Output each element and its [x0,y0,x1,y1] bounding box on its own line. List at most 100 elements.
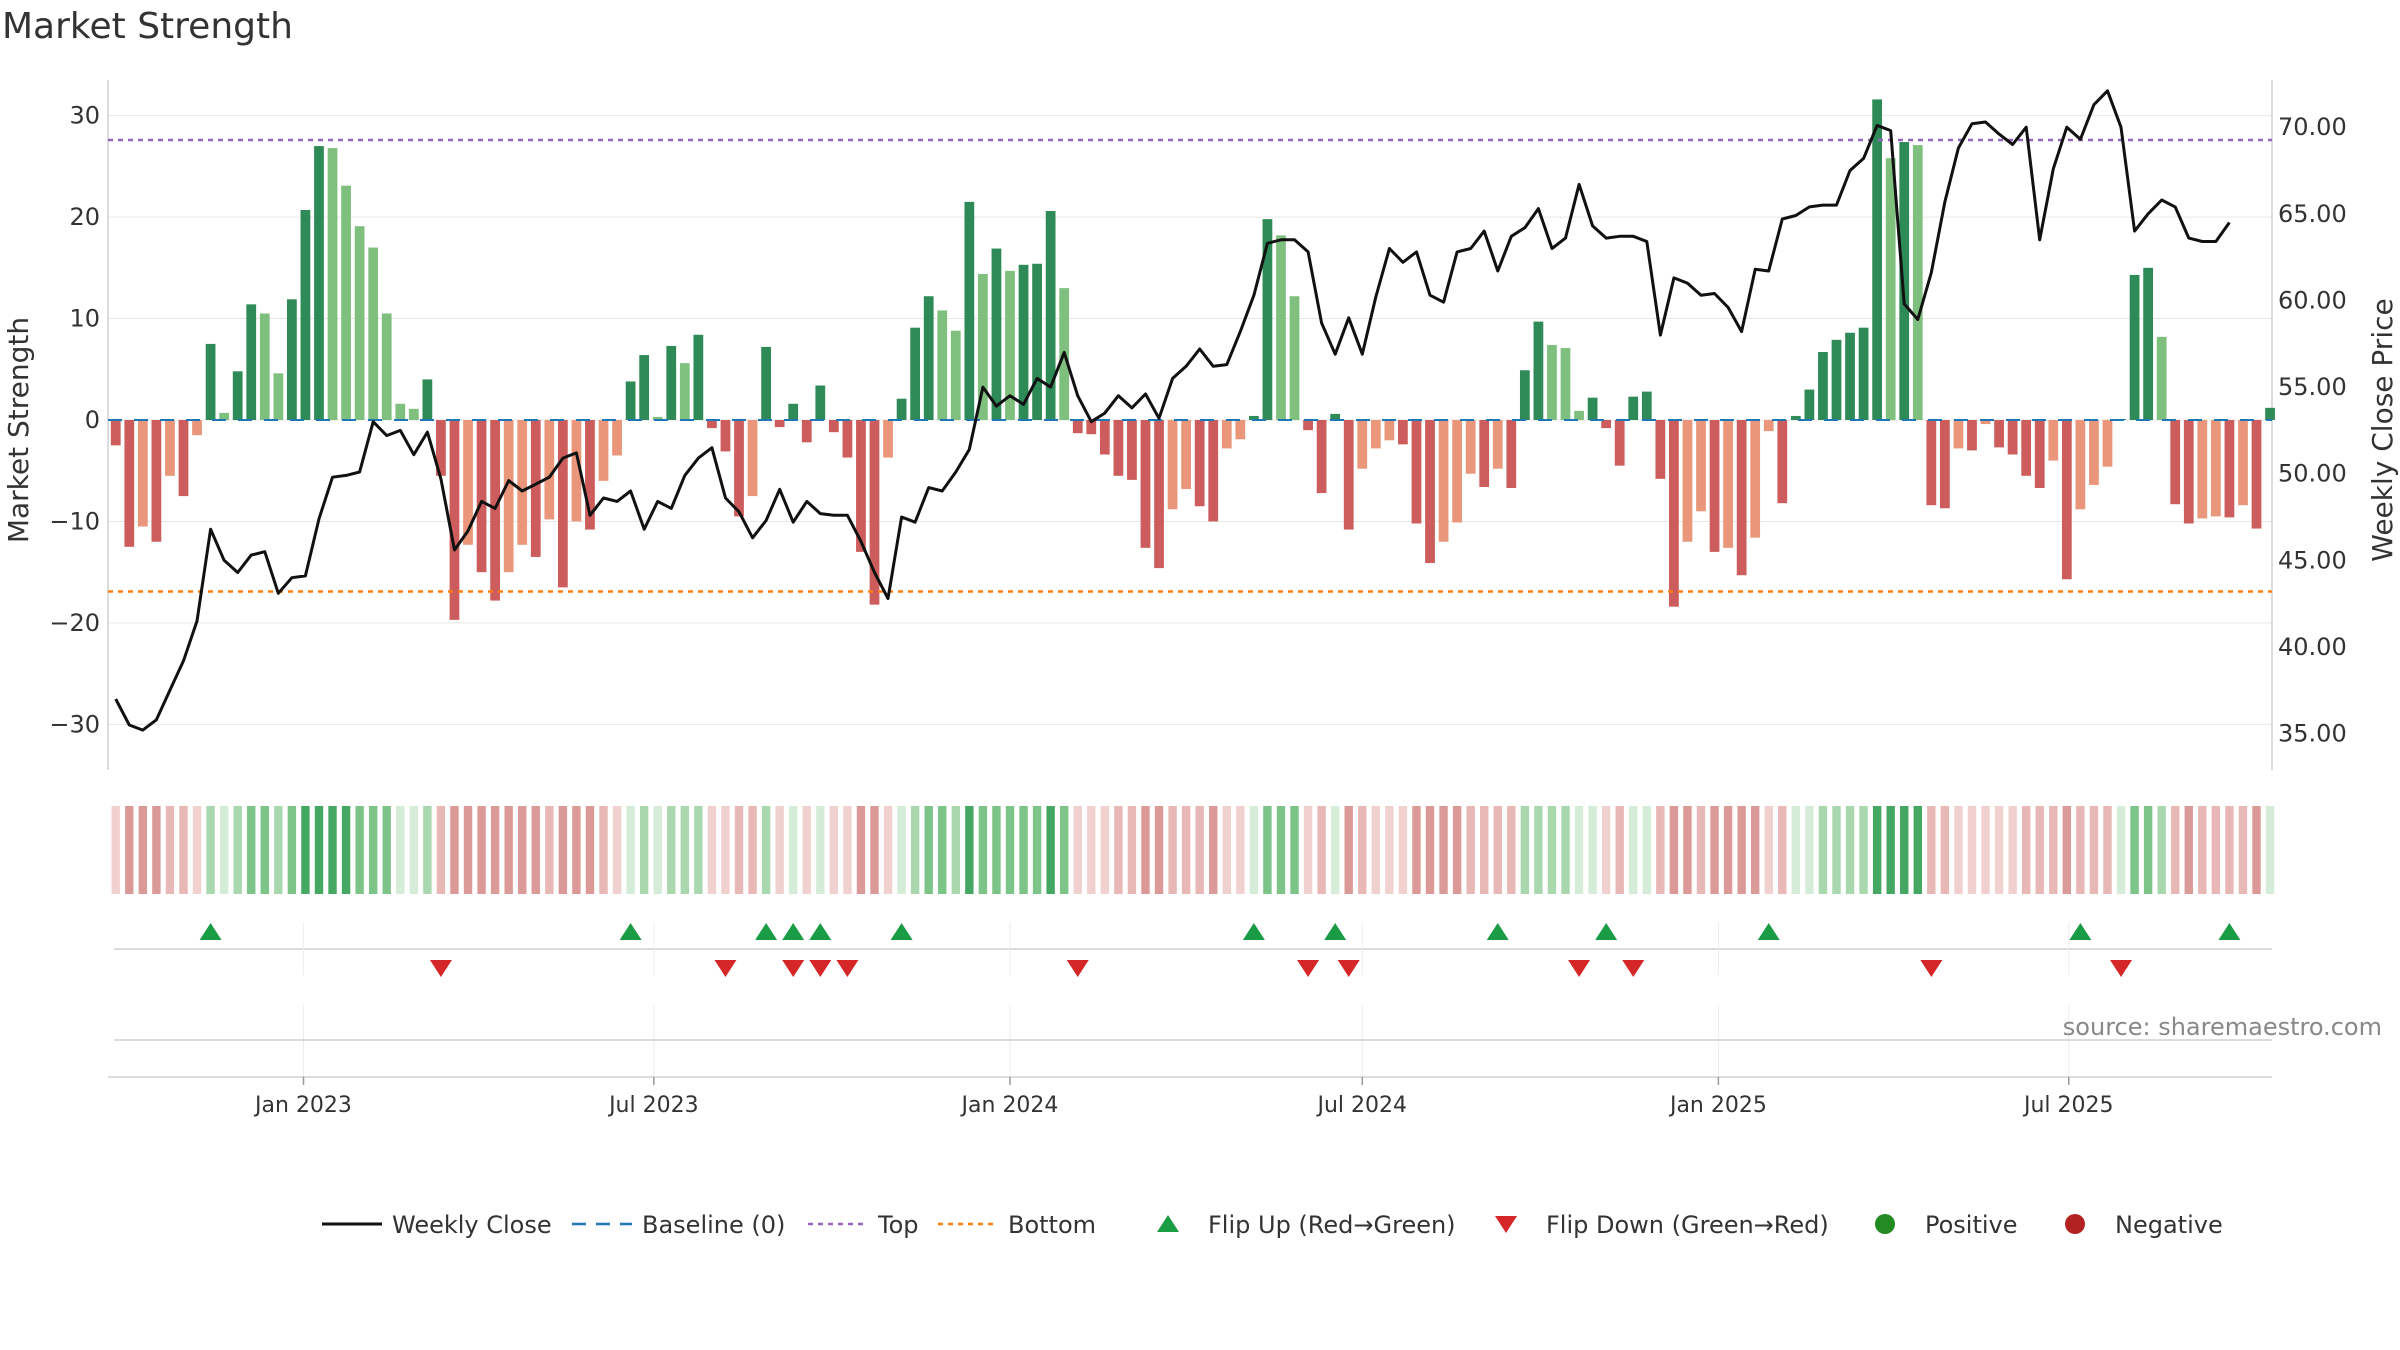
strength-bar [1682,420,1693,542]
strength-bar [801,420,812,443]
heat-cell [1669,806,1679,894]
y-tick-label: −10 [49,507,100,535]
strength-bar [1818,352,1828,420]
strength-bar [1669,420,1679,607]
heat-cell [1209,806,1218,894]
y2-tick-label: 65.00 [2278,200,2347,228]
strength-bar [259,313,270,420]
heat-cell [2021,806,2031,894]
strength-bar [1506,420,1517,488]
strength-bar [1330,413,1341,420]
heat-cell [748,806,757,894]
strength-bar [1696,420,1706,512]
reference-lines [108,138,2272,593]
strength-bar [490,420,500,601]
heat-cell [287,806,297,894]
strength-bar [2251,420,2262,529]
heat-cell [2211,806,2221,894]
strength-bar [341,185,351,420]
strength-bar [693,334,704,420]
heat-cell [504,806,513,894]
heat-cell [125,806,134,894]
strength-bar [476,420,487,573]
strength-bar [950,330,961,420]
flip-down-marker [1337,960,1360,977]
heat-cell [829,806,839,894]
strength-bar [2183,420,2194,524]
strength-bar [2061,420,2072,580]
heat-cell [1723,806,1733,894]
strength-bar [557,420,568,588]
strength-bar [585,420,595,530]
strength-bar [246,304,257,420]
strength-bar [1005,270,1015,420]
strength-bar [1452,420,1462,523]
heat-cell [612,806,622,894]
strength-bar [1736,420,1747,576]
heat-cell [179,806,188,894]
heat-cell [206,806,215,894]
heat-cell [883,806,893,894]
heat-cell [1073,806,1082,894]
heat-cell [382,806,391,894]
strength-bar [1303,420,1313,431]
heat-cell [910,806,920,894]
heat-cell [1872,806,1882,894]
heat-cell [1750,806,1760,894]
strength-bar [1086,420,1097,435]
heat-cell [1778,806,1787,894]
flip-up-marker [1486,923,1509,940]
strength-bar [151,420,162,542]
strength-bar [1248,415,1259,420]
strength-bar [1167,420,1178,510]
heat-cell [775,806,784,894]
legend-item: Weekly Close [322,1211,552,1239]
heat-cell [2238,806,2248,894]
strength-bar [707,420,717,429]
heat-cell [1805,806,1814,894]
heat-cell [165,806,175,894]
strength-bar [232,371,243,420]
strength-bar [463,420,473,545]
strength-bar [1940,420,1950,509]
flip-down-marker [1066,960,1089,977]
strength-bar [327,148,338,420]
legend-item: Bottom [938,1211,1096,1239]
flip-up-marker [890,923,913,940]
strength-bar [1032,263,1042,420]
heat-cell [1236,806,1245,894]
strength-bar [1777,420,1788,504]
x-axis: Jan 2023 Jul 2023 Jan 2024 Jul 2024 Jan 2025… [108,1076,2272,1118]
strength-bar [612,420,622,456]
heat-cell [423,806,432,894]
heat-cell [1127,806,1137,894]
legend-label: Bottom [1008,1211,1096,1239]
heat-cell [1832,806,1841,894]
heat-cell [1588,806,1597,894]
heat-cell [1303,806,1313,894]
flip-down-marker [429,960,452,977]
strength-bar [1140,420,1151,548]
x-tick-label: Jan 2023 [253,1093,352,1118]
strength-bar [1235,420,1246,440]
axes: 30 20 10 0 −10 −20 −30 70.00 65.00 60.00 55.00 50.0… [2,80,2399,770]
flip-down-marker [1297,960,1320,977]
heat-cell [1642,806,1652,894]
strength-bar [2075,420,2086,510]
heat-cell [396,806,405,894]
strength-bar [1858,327,1869,420]
heat-cell [1994,806,2004,894]
x-tick-label: Jul 2023 [607,1093,699,1118]
y2-tick-label: 70.00 [2278,113,2347,141]
heat-cell [951,806,960,894]
legend-item: Baseline (0) [572,1211,785,1239]
flip-up-marker [809,923,832,940]
heat-cell [1168,806,1177,894]
heat-cell [192,806,202,894]
y-tick-label: −20 [49,609,100,637]
heat-cell [436,806,446,894]
strength-bar [1127,420,1137,480]
heat-cell [2225,806,2234,894]
strength-bar [1547,344,1557,420]
strength-bar [2156,336,2167,420]
